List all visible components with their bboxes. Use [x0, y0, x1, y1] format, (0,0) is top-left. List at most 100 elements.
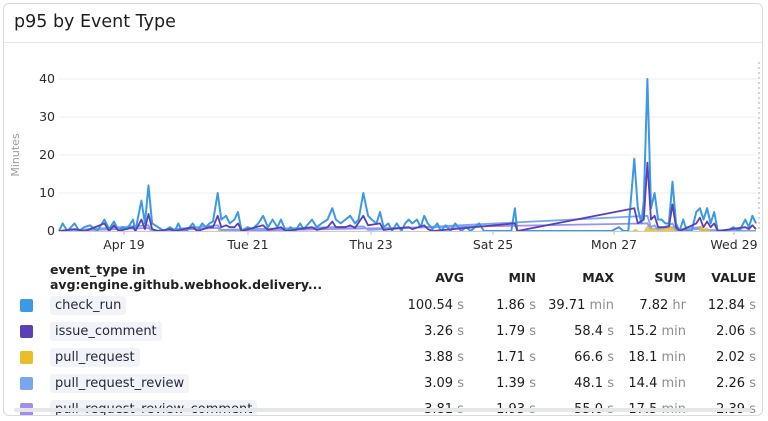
- title-divider: [4, 42, 762, 43]
- x-tick-label: Sat 25: [473, 237, 513, 252]
- max-cell: 39.71 min: [536, 292, 614, 318]
- sum-unit: min: [661, 375, 686, 391]
- avg-unit: s: [457, 297, 464, 313]
- y-tick-label: 30: [39, 109, 55, 124]
- min-unit: s: [529, 323, 536, 339]
- sum-value: 18.1: [628, 349, 658, 365]
- max-value: 39.71: [548, 297, 586, 313]
- value-unit: s: [749, 349, 756, 365]
- sum-cell: 18.1 min: [614, 344, 686, 370]
- value-cell: 2.06 s: [686, 318, 756, 344]
- max-value: 66.6: [574, 349, 604, 365]
- avg-value: 3.88: [424, 349, 454, 365]
- max-cell: 48.1 s: [536, 370, 614, 396]
- avg-unit: s: [457, 349, 464, 365]
- max-cell: 58.4 s: [536, 318, 614, 344]
- sum-cell: 17.5 min: [614, 396, 686, 416]
- timeseries-widget: p95 by Event Type 0 10 20 30 40 Minutes Apr …: [3, 3, 763, 416]
- y-axis: 0 10 20 30 40: [39, 71, 55, 238]
- min-cell: 1.93 s: [464, 396, 536, 416]
- y-tick-label: 10: [39, 185, 55, 200]
- min-cell: 1.71 s: [464, 344, 536, 370]
- avg-unit: s: [457, 375, 464, 391]
- series-line-issue_comment[interactable]: [58, 161, 757, 232]
- avg-cell: 3.88 s: [388, 344, 464, 370]
- value-cell: 2.02 s: [686, 344, 756, 370]
- value-unit: s: [749, 375, 756, 391]
- x-tick-label: Mon 27: [591, 237, 637, 252]
- max-value: 48.1: [574, 375, 604, 391]
- series-color-swatch[interactable]: [20, 350, 33, 364]
- min-value: 1.79: [496, 323, 526, 339]
- max-unit: s: [607, 375, 614, 391]
- legend-header-min[interactable]: MIN: [508, 269, 536, 285]
- series-name[interactable]: pull_request_review: [50, 373, 190, 393]
- max-value: 58.4: [574, 323, 604, 339]
- legend-header-event-type[interactable]: event_type in avg:engine.github.webhook.…: [50, 262, 323, 292]
- min-value: 1.71: [496, 349, 526, 365]
- value-cell: 2.26 s: [686, 370, 756, 396]
- x-tick-label: Tue 21: [226, 237, 268, 252]
- legend-row[interactable]: pull_request_review_comment 3.81 s 1.93 …: [20, 396, 756, 416]
- legend-row[interactable]: pull_request 3.88 s 1.71 s 66.6 s 18.1 m…: [20, 344, 756, 370]
- y-tick-label: 20: [39, 147, 55, 162]
- legend-header-max[interactable]: MAX: [582, 269, 614, 285]
- series-name[interactable]: pull_request: [50, 347, 140, 367]
- min-cell: 1.39 s: [464, 370, 536, 396]
- legend-header-row: event_type in avg:engine.github.webhook.…: [20, 262, 756, 292]
- legend-header-value[interactable]: VALUE: [711, 269, 756, 285]
- min-unit: s: [529, 375, 536, 391]
- timeseries-chart[interactable]: 0 10 20 30 40 Minutes Apr 19 Tue 21 Thu 23 Sat …: [4, 4, 763, 254]
- legend-row[interactable]: pull_request_review 3.09 s 1.39 s 48.1 s…: [20, 370, 756, 396]
- avg-cell: 3.26 s: [388, 318, 464, 344]
- min-cell: 1.79 s: [464, 318, 536, 344]
- widget-title: p95 by Event Type: [14, 12, 176, 32]
- swatch-col-header: [20, 262, 50, 292]
- avg-value: 3.09: [424, 375, 454, 391]
- sum-value: 14.4: [628, 375, 658, 391]
- sum-unit: min: [661, 349, 686, 365]
- current-value: 2.26: [716, 375, 746, 391]
- series-lines[interactable]: [58, 78, 757, 232]
- current-value: 2.06: [716, 323, 746, 339]
- avg-value: 100.54: [407, 297, 454, 313]
- horizontal-scrollbar[interactable]: [14, 408, 752, 412]
- legend-header-sum[interactable]: SUM: [654, 269, 686, 285]
- min-unit: s: [529, 349, 536, 365]
- sum-value: 7.82: [639, 297, 669, 313]
- min-cell: 1.86 s: [464, 292, 536, 318]
- legend-row[interactable]: issue_comment 3.26 s 1.79 s 58.4 s 15.2 …: [20, 318, 756, 344]
- x-tick-label: Thu 23: [348, 237, 392, 252]
- avg-unit: s: [457, 323, 464, 339]
- series-name[interactable]: issue_comment: [50, 321, 162, 341]
- current-value: 12.84: [707, 297, 746, 313]
- series-color-swatch[interactable]: [20, 298, 33, 312]
- max-cell: 55.0 s: [536, 396, 614, 416]
- sum-cell: 14.4 min: [614, 370, 686, 396]
- sum-unit: min: [661, 323, 686, 339]
- value-unit: s: [749, 401, 756, 416]
- legend-table: event_type in avg:engine.github.webhook.…: [20, 262, 756, 416]
- series-line-check_run[interactable]: [58, 78, 757, 232]
- avg-cell: 100.54 s: [388, 292, 464, 318]
- series-color-swatch[interactable]: [20, 324, 33, 338]
- min-value: 1.86: [496, 297, 526, 313]
- x-axis: Apr 19 Tue 21 Thu 23 Sat 25 Mon 27 Wed 29: [59, 231, 758, 252]
- max-unit: min: [589, 297, 614, 313]
- current-value: 2.02: [716, 349, 746, 365]
- x-tick-label: Apr 19: [103, 237, 145, 252]
- legend-row[interactable]: check_run 100.54 s 1.86 s 39.71 min 7.82…: [20, 292, 756, 318]
- series-color-swatch[interactable]: [20, 376, 33, 390]
- max-cell: 66.6 s: [536, 344, 614, 370]
- max-unit: s: [607, 349, 614, 365]
- legend-header-avg[interactable]: AVG: [435, 269, 464, 285]
- value-cell: 12.84 s: [686, 292, 756, 318]
- sum-value: 15.2: [628, 323, 658, 339]
- avg-cell: 3.81 s: [388, 396, 464, 416]
- value-cell: 2.39 s: [686, 396, 756, 416]
- avg-value: 3.26: [424, 323, 454, 339]
- series-name[interactable]: check_run: [50, 295, 127, 315]
- min-unit: s: [529, 297, 536, 313]
- sum-cell: 15.2 min: [614, 318, 686, 344]
- value-unit: s: [749, 323, 756, 339]
